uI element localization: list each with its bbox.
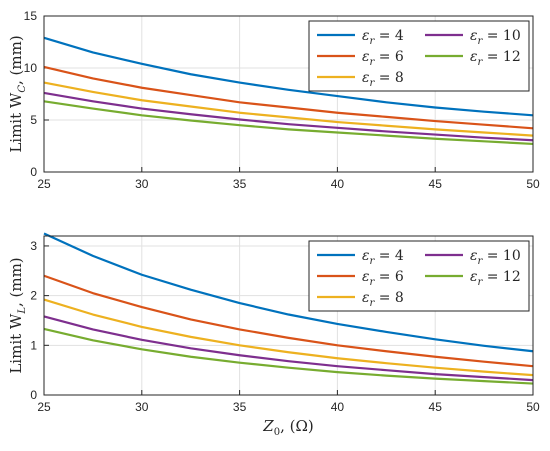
chart2-legend-box: [308, 240, 530, 312]
chart2-x-tick-label: 30: [135, 400, 149, 414]
chart1-legend-label-5: εr = 12: [470, 49, 521, 68]
chart2-y-axis-label: Limit WL, (mm): [7, 257, 28, 373]
chart1-legend-label-3: εr = 8: [362, 70, 404, 89]
chart2-x-tick-label: 50: [526, 400, 540, 414]
chart2-x-tick-label: 35: [233, 400, 247, 414]
chart1-legend-label-4: εr = 10: [470, 28, 521, 47]
chart2-series-line-1: [43, 232, 534, 353]
chart2-x-tick-label: 40: [331, 400, 345, 414]
chart1-axes-box: [43, 15, 534, 173]
chart1-series-line-2: [43, 65, 534, 130]
chart1-x-tick-label: 45: [429, 177, 443, 191]
chart1-legend-label-1: εr = 4: [362, 28, 404, 47]
chart1-x-tick-label: 40: [331, 177, 345, 191]
chart1-series-line-1: [43, 36, 534, 117]
chart1-series-line-5: [43, 100, 534, 146]
chart1-y-tick-label: 5: [30, 113, 37, 127]
chart2-y-tick-label: 0: [30, 388, 37, 402]
chart2-y-tick-label: 3: [30, 239, 37, 253]
chart1-legend: εr = 4 εr = 6 εr = 8 εr = 10 εr = 12: [308, 20, 530, 92]
chart1-y-axis-label: Limit WC, (mm): [7, 35, 28, 152]
chart2-legend-label-2: εr = 6: [362, 269, 404, 288]
chart1-y-tick-label: 15: [24, 9, 38, 23]
chart2-y-tick-label: 2: [30, 289, 37, 303]
chart1-x-tick-label: 50: [526, 177, 540, 191]
chart2-legend-label-5: εr = 12: [470, 269, 521, 288]
chart2-legend: εr = 4 εr = 6 εr = 8 εr = 10 εr = 12: [308, 240, 530, 312]
chart1-x-tick-label: 30: [135, 177, 149, 191]
chart2-x-tick-label: 25: [37, 400, 51, 414]
chart2-legend-label-1: εr = 4: [362, 248, 404, 267]
chart2-legend-label-4: εr = 10: [470, 248, 521, 267]
chart2-series-line-3: [43, 298, 534, 377]
chart1-y-tick-label: 10: [24, 61, 38, 75]
chart2-x-tick-label: 45: [429, 400, 443, 414]
chart2-series-line-2: [43, 274, 534, 368]
chart2-legend-label-3: εr = 8: [362, 290, 404, 309]
chart2-axes-box: [43, 235, 534, 396]
chart1-x-tick-label: 35: [233, 177, 247, 191]
chart1-x-tick-label: 25: [37, 177, 51, 191]
chart2-series-line-4: [43, 315, 534, 382]
chart1-series-line-4: [43, 91, 534, 142]
chart2-y-tick-label: 1: [30, 338, 37, 352]
chart1-legend-label-2: εr = 6: [362, 49, 404, 68]
chart2-x-axis-label: Z0, (Ω): [262, 417, 314, 438]
chart1-y-tick-label: 0: [30, 165, 37, 179]
chart2-series-line-5: [43, 327, 534, 385]
chart1-series-line-3: [43, 81, 534, 137]
